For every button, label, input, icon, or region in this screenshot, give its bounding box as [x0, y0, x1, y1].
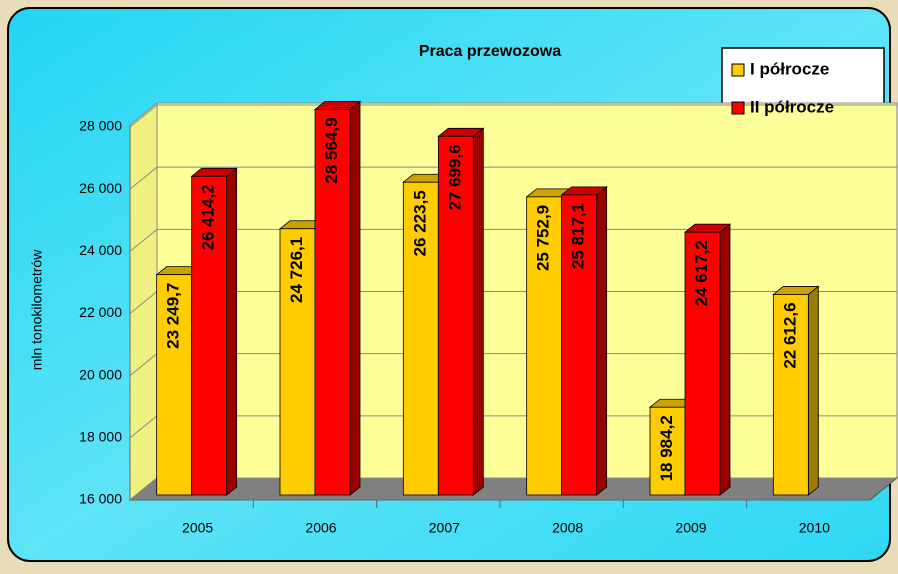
y-tick-label: 16 000 — [79, 491, 122, 507]
data-label: 28 564,9 — [322, 117, 341, 183]
bar — [279, 228, 316, 496]
y-tick-label: 18 000 — [79, 429, 122, 445]
bar — [402, 181, 439, 496]
legend-swatch — [731, 63, 745, 77]
bar-side — [596, 186, 608, 496]
data-label: 26 414,2 — [199, 184, 218, 250]
data-label: 24 617,2 — [692, 240, 711, 306]
y-tick-label: 26 000 — [79, 180, 122, 196]
data-label: 25 752,9 — [534, 205, 553, 271]
bar-side — [472, 127, 484, 496]
y-tick-label: 24 000 — [79, 242, 122, 258]
y-tick-label: 20 000 — [79, 366, 122, 382]
side-wall — [129, 101, 158, 502]
legend-label: II półrocze — [750, 97, 834, 116]
bar — [772, 294, 809, 496]
bar-side — [226, 167, 238, 496]
bar — [314, 109, 351, 496]
data-label: 26 223,5 — [410, 190, 429, 256]
grid-diagonal — [129, 291, 158, 314]
y-axis-label: mln tonokilometrów — [29, 249, 45, 370]
x-tick-label: 2009 — [675, 520, 706, 536]
x-tick-label: 2007 — [429, 520, 460, 536]
data-label: 18 984,2 — [657, 415, 676, 481]
chart-title: Praca przewozowa — [419, 43, 561, 60]
bar-side — [807, 285, 819, 496]
y-tick-label: 22 000 — [79, 304, 122, 320]
bar — [684, 231, 721, 496]
grid-diagonal — [129, 228, 158, 252]
data-label: 24 726,1 — [287, 237, 306, 303]
x-tick-label: 2005 — [182, 520, 213, 536]
x-tick-label: 2008 — [552, 520, 583, 536]
bar-side — [349, 100, 361, 496]
grid-diagonal — [129, 415, 158, 439]
grid-diagonal — [129, 477, 158, 501]
y-tick-label: 28 000 — [79, 118, 122, 134]
data-label: 22 612,6 — [780, 302, 799, 368]
data-label: 25 817,1 — [569, 203, 588, 269]
x-tick-label: 2006 — [305, 520, 336, 536]
x-tick-label: 2010 — [799, 520, 830, 536]
grid-diagonal — [129, 166, 158, 190]
legend-swatch — [731, 101, 745, 115]
bar-side — [719, 223, 731, 496]
bar — [526, 196, 563, 496]
data-label: 27 699,6 — [445, 144, 464, 210]
bar — [156, 274, 193, 496]
bar — [191, 175, 228, 496]
grid-diagonal — [129, 104, 158, 128]
bar — [561, 194, 598, 496]
bar — [437, 135, 474, 496]
legend-label: I półrocze — [750, 59, 829, 78]
grid-diagonal — [129, 353, 158, 377]
data-label: 23 249,7 — [164, 283, 183, 349]
bar — [649, 406, 686, 496]
